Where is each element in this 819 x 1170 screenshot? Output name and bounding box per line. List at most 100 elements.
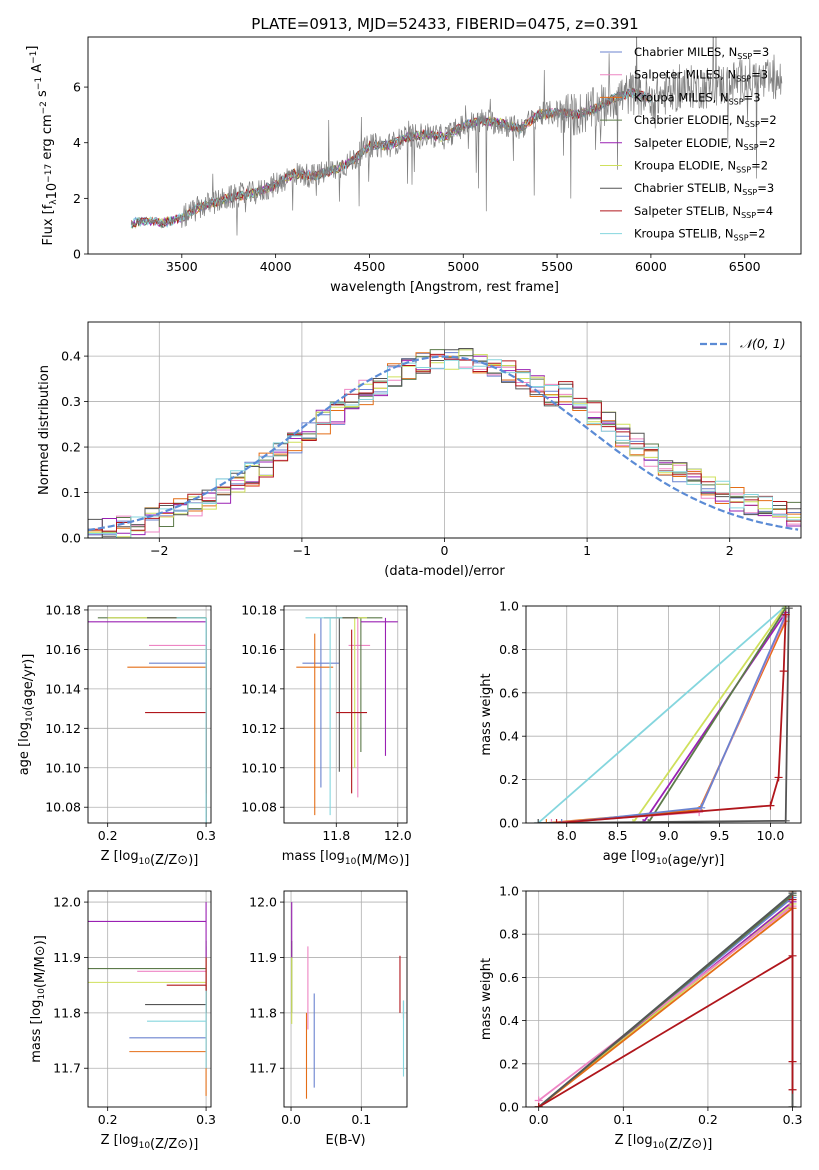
axes-frame: [87, 321, 802, 539]
y-axis-label: Normed distribution: [37, 365, 52, 495]
legend-entry: Chabrier MILES, NSSP=3: [634, 45, 769, 61]
panel-residuals: −2 −1 0 1 2 0.0 0.1 0.2 0.3 0.4 (data-model)/error…: [37, 321, 802, 579]
y-tick-label: 0.2: [61, 440, 81, 455]
x-tick-label: 0.1: [351, 1112, 371, 1127]
y-tick-label: 0.2: [499, 772, 519, 787]
mass-weight-marker: [628, 819, 637, 823]
plot-area: [88, 348, 801, 538]
axes-frame: [87, 36, 802, 255]
mass-weight-marker: [639, 819, 648, 823]
mass-weight-line: [561, 614, 787, 823]
residual-histogram: [88, 353, 801, 538]
y-tick-label: 10.08: [45, 800, 81, 815]
x-tick-label: 6500: [729, 259, 761, 274]
y-tick-label: 10.10: [241, 760, 277, 775]
x-tick-label: 0.3: [196, 828, 216, 843]
mass-weight-line: [647, 607, 787, 823]
x-tick-label: 0.2: [98, 1112, 118, 1127]
panel-weight-vs-age: 8.0 8.5 9.0 9.5 10.0 0.0 0.2 0.4 0.6 0.8 1.0 age [l…: [479, 599, 802, 868]
mass-weight-marker: [779, 667, 788, 676]
x-axis-label: mass [log10(M/M⊙)]: [282, 849, 410, 868]
mass-weight-marker: [774, 773, 783, 782]
panel-age-vs-Z: 0.2 0.3 10.08 10.10 10.12 10.14 10.16 10.18 Z [l…: [17, 602, 216, 868]
spectrum-legend: Chabrier MILES, NSSP=3 Salpeter MILES, NS…: [600, 45, 777, 243]
y-tick-label: 4: [73, 135, 81, 150]
x-axis-label: (data-model)/error: [384, 564, 505, 579]
mass-weight-line: [538, 891, 794, 1102]
mass-weight-marker: [788, 1103, 797, 1107]
x-axis-label: Z [log10(Z/Z⊙)]: [101, 849, 199, 868]
x-tick-label: 0.1: [613, 1112, 633, 1127]
plot-area: [534, 606, 793, 823]
x-axis-label: Z [log10(Z/Z⊙)]: [615, 1133, 713, 1152]
y-tick-label: 1.0: [499, 884, 519, 899]
plot-area: [88, 617, 207, 823]
y-axis-label: mass weight: [479, 673, 494, 755]
y-tick-label: 12.0: [249, 895, 277, 910]
y-tick-label: 0.4: [499, 1013, 519, 1028]
y-tick-label: 12.0: [53, 895, 81, 910]
legend-entry: Kroupa STELIB, NSSP=2: [634, 227, 766, 243]
plot-area: [88, 902, 207, 1096]
x-tick-label: 10.0: [757, 828, 785, 843]
mass-weight-marker: [781, 610, 790, 619]
x-tick-label: 0.2: [698, 1112, 718, 1127]
panel-mass-vs-EBV: 0.0 0.1 11.7 11.8 11.9 12.0 E(B-V): [249, 890, 408, 1148]
mass-weight-marker: [542, 819, 551, 823]
mass-weight-marker: [766, 801, 775, 810]
x-tick-label: 0.3: [196, 1112, 216, 1127]
plot-area: [296, 617, 398, 816]
x-tick-label: 0.0: [529, 1112, 549, 1127]
y-tick-label: 10.12: [241, 721, 277, 736]
panel-mass-vs-Z: 0.2 0.3 11.7 11.8 11.9 12.0 Z [log10(Z/Z⊙)] mas…: [29, 890, 216, 1152]
y-tick-label: 10.16: [45, 642, 81, 657]
y-tick-label: 0.3: [61, 394, 81, 409]
mass-weight-line: [642, 611, 787, 823]
y-tick-label: 0.1: [61, 485, 81, 500]
y-axis-label: mass [log10(M/M⊙)]: [29, 935, 48, 1063]
figure-title: PLATE=0913, MJD=52433, FIBERID=0475, z=0…: [251, 15, 638, 33]
x-tick-label: 0.3: [783, 1112, 803, 1127]
mass-weight-line: [556, 614, 787, 823]
gaussian-curve: [88, 355, 799, 532]
panel-weight-vs-Z: 0.0 0.1 0.2 0.3 0.0 0.2 0.4 0.6 0.8 1.0 Z [log10(Z…: [479, 884, 802, 1153]
legend-entry: Kroupa ELODIE, NSSP=2: [634, 159, 768, 175]
x-tick-label: 1: [583, 543, 591, 558]
x-tick-label: 4500: [354, 259, 386, 274]
y-tick-label: 10.08: [241, 800, 277, 815]
plot-area: [291, 902, 405, 1099]
mass-weight-marker: [788, 951, 797, 960]
y-tick-label: 0.0: [61, 531, 81, 546]
legend-entry: Kroupa MILES, NSSP=3: [634, 90, 761, 106]
y-tick-label: 11.8: [249, 1005, 277, 1020]
legend-entry: Salpeter MILES, NSSP=3: [634, 68, 768, 84]
x-tick-label: −2: [150, 543, 168, 558]
x-axis-label: age [log10(age/yr)]: [603, 849, 725, 868]
x-tick-label: 6000: [635, 259, 667, 274]
axes-frame: [87, 890, 212, 1108]
x-tick-label: 5000: [447, 259, 479, 274]
x-tick-label: −1: [293, 543, 311, 558]
y-tick-label: 2: [73, 191, 81, 206]
y-tick-label: 11.9: [53, 950, 81, 965]
axes-frame: [283, 890, 408, 1108]
x-tick-label: 3500: [166, 259, 198, 274]
plot-area: [130, 37, 783, 236]
y-tick-label: 0.6: [499, 970, 519, 985]
y-tick-label: 11.7: [249, 1061, 277, 1076]
y-tick-label: 0.8: [499, 927, 519, 942]
axes-frame: [525, 890, 802, 1108]
mass-weight-marker: [644, 819, 653, 823]
legend-entry: Salpeter ELODIE, NSSP=2: [634, 136, 776, 152]
y-axis-label: mass weight: [479, 958, 494, 1040]
y-tick-label: 0.0: [499, 1100, 519, 1115]
spectrum-data-line: [130, 37, 783, 236]
mass-weight-marker: [788, 895, 797, 904]
y-tick-label: 0.6: [499, 685, 519, 700]
mass-weight-marker: [552, 819, 561, 823]
plot-area: [534, 891, 797, 1107]
y-axis-label: age [log10(age/yr)]: [17, 654, 36, 776]
x-tick-label: 5500: [541, 259, 573, 274]
axes-frame: [87, 605, 212, 824]
